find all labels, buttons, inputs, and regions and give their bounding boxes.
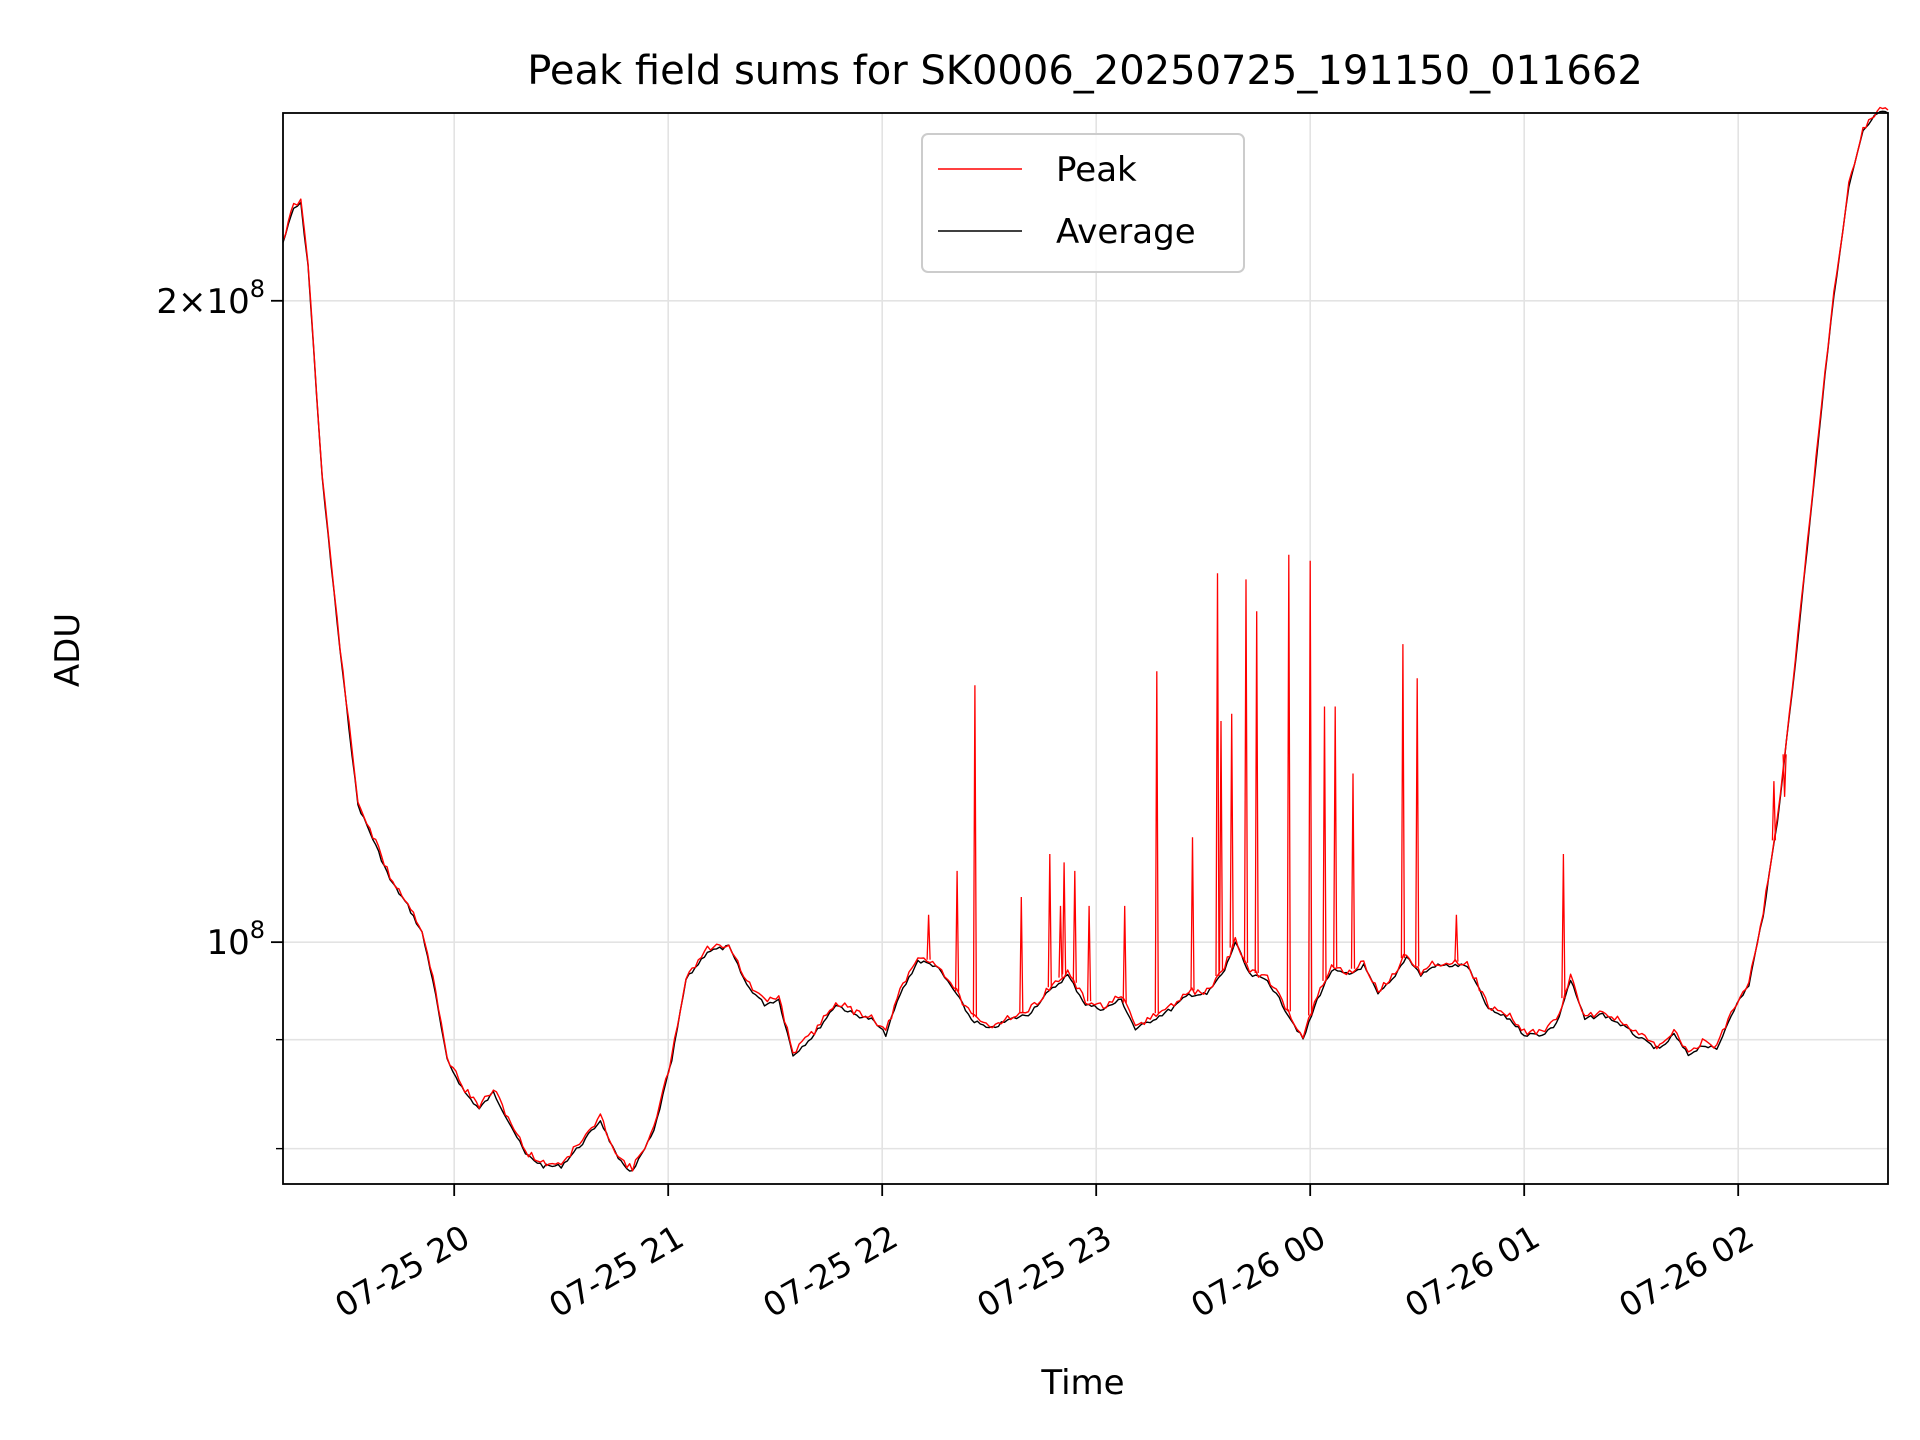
peak-spike bbox=[1086, 905, 1092, 1002]
y-axis: 108 2×108 bbox=[156, 275, 283, 1150]
y-tick-label: 2×108 bbox=[156, 275, 265, 322]
peak-spike bbox=[1019, 896, 1024, 1013]
peak-spike bbox=[1154, 671, 1159, 1014]
peak-spike bbox=[954, 870, 960, 992]
peak-spike bbox=[1400, 644, 1406, 959]
peak-spike bbox=[1243, 579, 1249, 963]
peak-spike bbox=[1215, 573, 1220, 977]
y-axis-label: ADU bbox=[48, 613, 88, 687]
legend-label-peak: Peak bbox=[1056, 150, 1137, 190]
peak-spike bbox=[1061, 862, 1067, 975]
peak-spike bbox=[926, 914, 931, 960]
peak-spike bbox=[1072, 870, 1077, 983]
peak-spike bbox=[1254, 611, 1259, 974]
peak-spike bbox=[1190, 837, 1195, 991]
peak-spike bbox=[1218, 720, 1224, 972]
peak-spike bbox=[1308, 560, 1313, 1016]
peak-spike bbox=[1782, 754, 1787, 797]
peak-spike bbox=[1415, 678, 1420, 967]
chart-title: Peak field sums for SK0006_20250725_1911… bbox=[527, 48, 1643, 94]
peak-spike bbox=[1771, 781, 1777, 841]
legend: Peak Average bbox=[921, 133, 1245, 273]
x-axis-label: Time bbox=[1040, 1363, 1124, 1403]
peak-spike bbox=[1350, 773, 1356, 969]
peak-spike bbox=[1286, 554, 1291, 1012]
peak-spike bbox=[1229, 713, 1234, 948]
peak-spike bbox=[972, 685, 978, 1018]
grid bbox=[283, 113, 1888, 1184]
peak-spike bbox=[1454, 914, 1459, 962]
peak-spike bbox=[1058, 905, 1063, 978]
peak-line bbox=[282, 106, 1889, 1172]
peak-spike bbox=[1047, 853, 1052, 988]
plot-frame bbox=[282, 112, 1889, 1185]
peak-spike bbox=[1333, 706, 1338, 968]
peak-spike bbox=[1322, 706, 1327, 981]
legend-label-average: Average bbox=[1056, 212, 1196, 252]
peak-series bbox=[282, 106, 1889, 1172]
y-tick-label: 108 bbox=[206, 916, 265, 963]
peak-spike bbox=[1561, 853, 1566, 999]
peak-spike bbox=[1122, 905, 1127, 1003]
